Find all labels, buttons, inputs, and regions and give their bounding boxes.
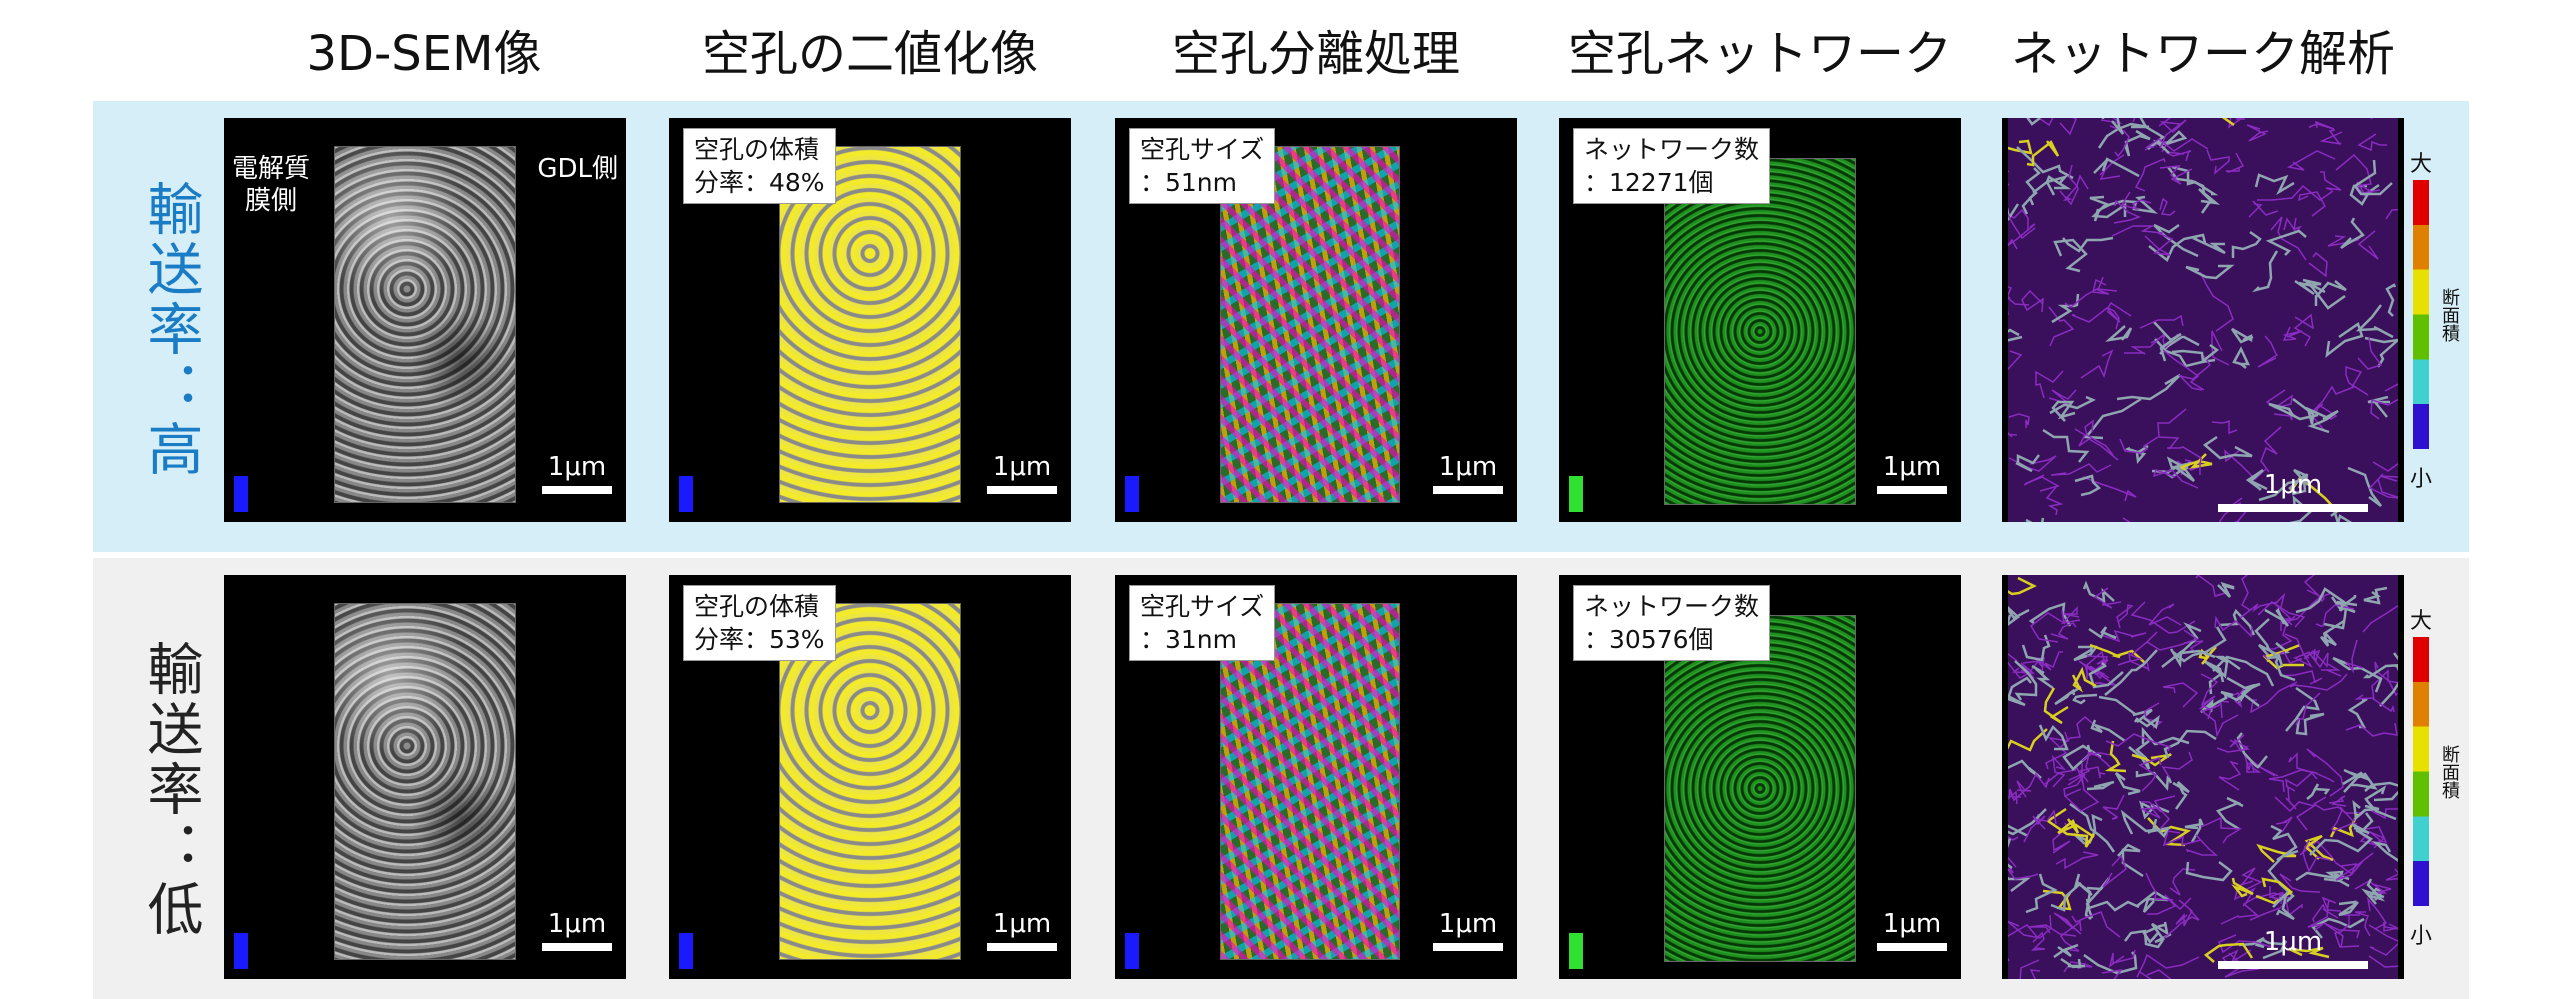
axis-icon [1569,476,1583,512]
colorbar [2413,637,2429,906]
colorbar-title: 断面積 [2439,288,2460,342]
scale-label: 1μm [1438,909,1498,939]
colorbar-title: 断面積 [2439,745,2460,799]
scale-bar: 1μm [1877,909,1947,951]
scale-bar: 1μm [2218,927,2368,969]
row-label-high: 輸送率：高 [138,180,203,480]
axis-icon [234,476,248,512]
axis-icon [234,933,248,969]
column-title-sem: 3D-SEM像 [306,26,542,82]
scale-bar: 1μm [1433,909,1503,951]
colorbar-min: 小 [2410,467,2433,492]
pore-size-label: 空孔サイズ ：31nm [1129,585,1276,661]
network-count-label: ネットワーク数 ：30576個 [1573,585,1771,661]
scale-bar: 1μm [1877,452,1947,494]
column-title-separation: 空孔分離処理 [1171,26,1460,82]
network-count-label: ネットワーク数 ：12271個 [1573,128,1771,204]
network-analysis-image: 1μm [2002,575,2404,979]
scale-bar: 1μm [1433,452,1503,494]
scale-bar: 1μm [987,452,1057,494]
gdl-side-label: GDL側 [537,154,618,184]
axis-icon [1125,476,1139,512]
axis-icon [679,933,693,969]
colorbar-max: 大 [2410,609,2433,634]
network-image: ネットワーク数 ：30576個 1μm [1559,575,1961,979]
separation-image: 空孔サイズ ：51nm 1μm [1115,118,1517,522]
colorbar-max: 大 [2410,152,2433,177]
column-title-analysis: ネットワーク解析 [2010,26,2395,82]
scale-label: 1μm [2263,470,2323,500]
pore-size-label: 空孔サイズ ：51nm [1129,128,1276,204]
network-analysis-image: 1μm [2002,118,2404,522]
separation-image: 空孔サイズ ：31nm 1μm [1115,575,1517,979]
scale-label: 1μm [547,909,607,939]
row-label-low: 輸送率：低 [138,640,203,940]
axis-icon [679,476,693,512]
column-title-network: 空孔ネットワーク [1567,26,1952,82]
sem-image: 電解質 膜側 GDL側 1μm [224,118,626,522]
scale-label: 1μm [992,909,1052,939]
electrolyte-side-label: 電解質 膜側 [232,154,311,216]
binary-image: 空孔の体積 分率：53% 1μm [669,575,1071,979]
scale-label: 1μm [1882,909,1942,939]
axis-icon [1569,933,1583,969]
volume-fraction-label: 空孔の体積 分率：48% [683,128,836,204]
scale-label: 1μm [992,452,1052,482]
scale-label: 1μm [547,452,607,482]
scale-bar: 1μm [987,909,1057,951]
binary-image: 空孔の体積 分率：48% 1μm [669,118,1071,522]
scale-bar: 1μm [542,452,612,494]
network-image: ネットワーク数 ：12271個 1μm [1559,118,1961,522]
colorbar-min: 小 [2410,924,2433,949]
column-title-binary: 空孔の二値化像 [701,26,1038,82]
sem-image: 1μm [224,575,626,979]
scale-label: 1μm [1882,452,1942,482]
scale-label: 1μm [2263,927,2323,957]
scale-label: 1μm [1438,452,1498,482]
volume-fraction-label: 空孔の体積 分率：53% [683,585,836,661]
axis-icon [1125,933,1139,969]
scale-bar: 1μm [2218,470,2368,512]
colorbar [2413,180,2429,449]
scale-bar: 1μm [542,909,612,951]
